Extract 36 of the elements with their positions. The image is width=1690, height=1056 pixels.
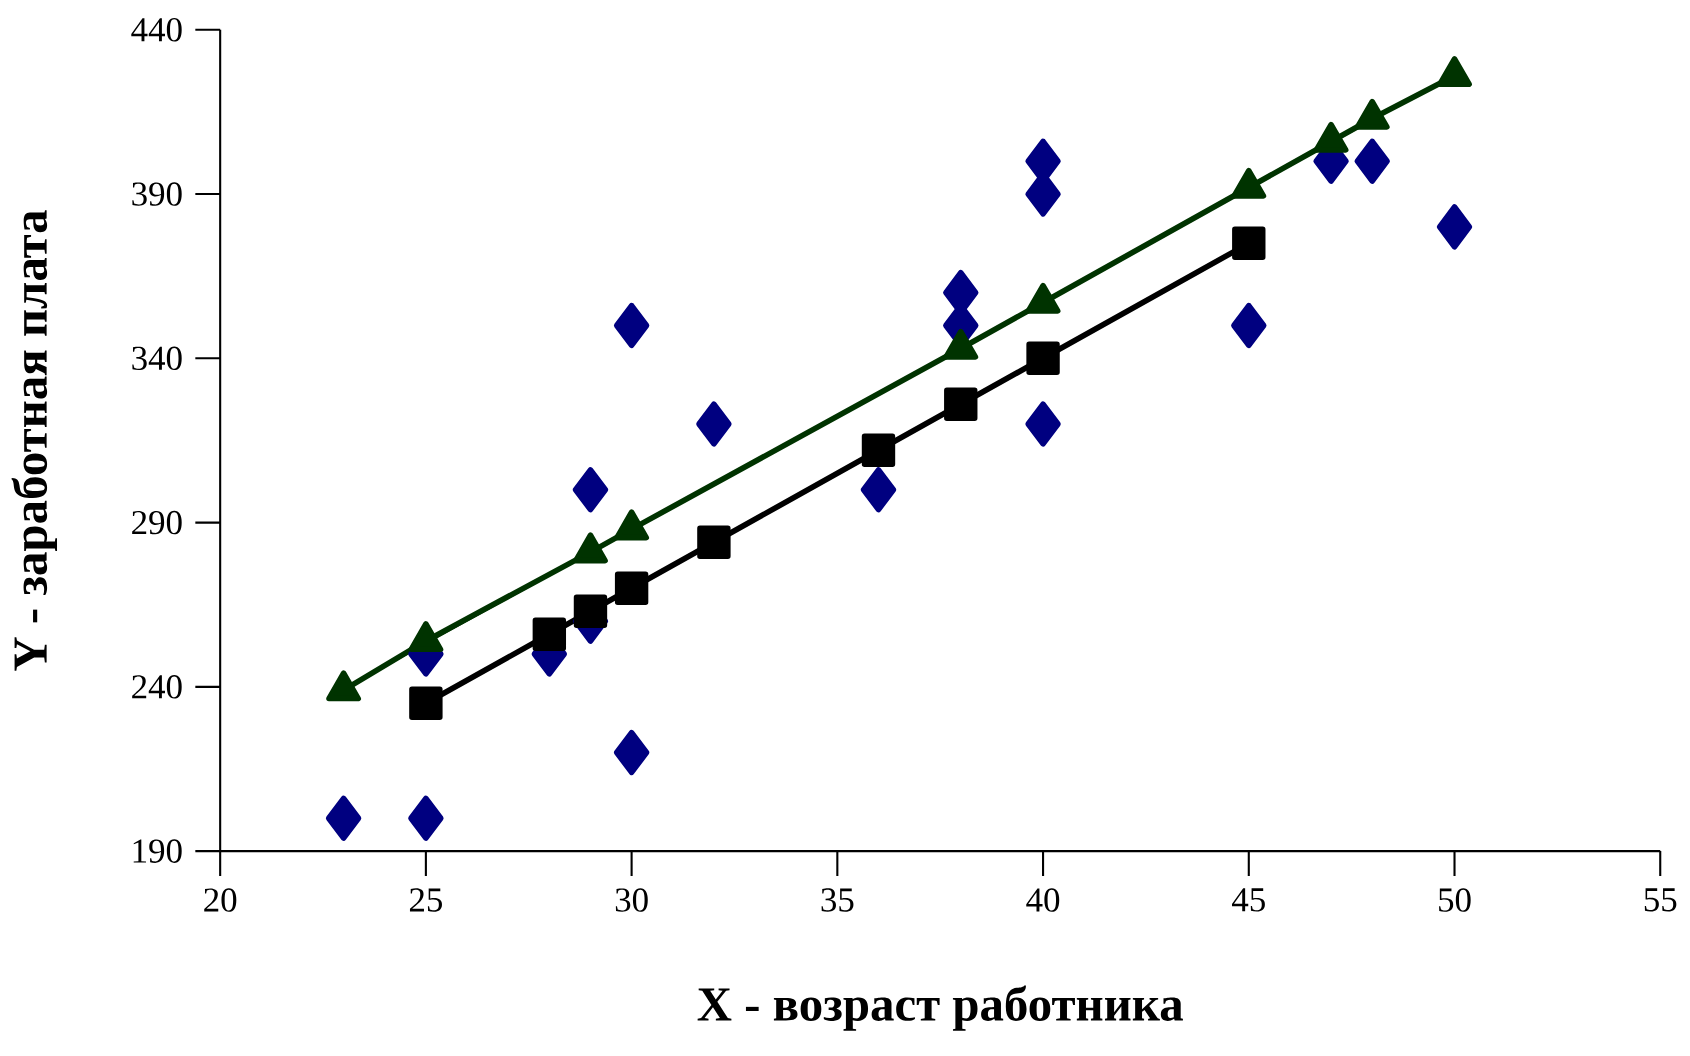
point — [860, 467, 897, 513]
point — [1354, 138, 1390, 184]
point — [532, 617, 567, 652]
x-tick-label: 50 — [1439, 888, 1471, 912]
point — [325, 795, 362, 842]
point — [408, 795, 444, 842]
y-tick-label: 190 — [133, 839, 182, 864]
y-tick-label: 340 — [132, 346, 182, 371]
x-tick-label: 30 — [615, 888, 648, 912]
point — [1436, 204, 1473, 250]
y-tick-label: 290 — [132, 510, 182, 535]
x-axis-title: X - возраст работника — [697, 985, 1183, 1031]
x-tick-label: 20 — [204, 888, 237, 912]
y-axis-title: Y - заработная плата — [11, 210, 58, 671]
point — [614, 571, 649, 606]
point — [1026, 341, 1060, 376]
point — [1232, 226, 1266, 261]
y-tick-label: 240 — [132, 675, 182, 699]
x-tick-label: 35 — [821, 888, 854, 912]
x-tick-label: 55 — [1644, 888, 1677, 912]
point — [572, 467, 609, 513]
y-tick-label: 390 — [132, 182, 182, 206]
point — [573, 594, 608, 629]
x-tick-label: 40 — [1026, 888, 1060, 912]
point — [613, 730, 650, 776]
point — [944, 387, 978, 422]
point — [1025, 401, 1061, 447]
point — [613, 302, 650, 349]
point — [1231, 302, 1267, 349]
point — [409, 686, 443, 721]
point — [697, 525, 731, 560]
y-tick-label: 440 — [131, 18, 182, 42]
x-tick-label: 25 — [409, 888, 442, 912]
x-tick-label: 45 — [1231, 888, 1265, 912]
point — [696, 401, 732, 447]
point — [861, 433, 896, 468]
